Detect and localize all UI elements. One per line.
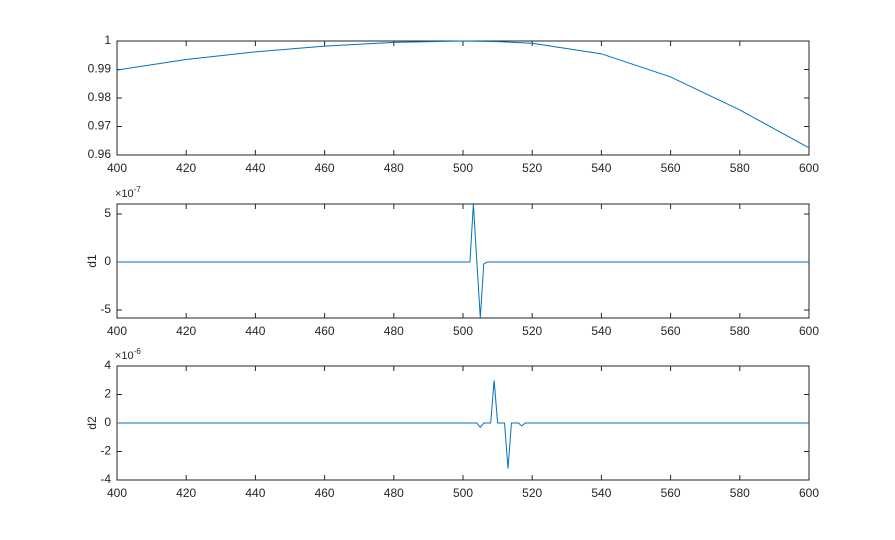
data-line xyxy=(117,380,809,469)
exponent-base: ×10 xyxy=(115,350,134,362)
x-tick-label: 500 xyxy=(453,161,473,175)
x-tick-label: 600 xyxy=(799,486,819,500)
x-tick-label: 440 xyxy=(245,161,265,175)
x-tick-label: 520 xyxy=(522,161,542,175)
x-tick-label: 540 xyxy=(591,486,611,500)
axes-box xyxy=(116,40,810,156)
x-tick-label: 400 xyxy=(107,486,127,500)
x-tick-label: 600 xyxy=(799,161,819,175)
exponent-power: -7 xyxy=(134,185,142,194)
y-tick-label: 2 xyxy=(104,387,111,401)
x-tick-label: 480 xyxy=(384,486,404,500)
x-tick-label: 520 xyxy=(522,324,542,338)
x-tick-label: 560 xyxy=(661,324,681,338)
x-tick-label: 480 xyxy=(384,161,404,175)
x-tick-label: 420 xyxy=(176,161,196,175)
x-tick-label: 420 xyxy=(176,486,196,500)
y-tick-label: 0.98 xyxy=(88,90,112,104)
exponent-base: ×10 xyxy=(115,188,134,200)
y-tick-label: 5 xyxy=(104,206,111,220)
x-tick-label: 600 xyxy=(799,324,819,338)
y-axis-label: d1 xyxy=(85,254,99,268)
x-tick-label: 560 xyxy=(661,486,681,500)
y-exponent: ×10-6 xyxy=(115,347,141,362)
x-tick-label: 480 xyxy=(384,324,404,338)
x-tick-label: 460 xyxy=(315,324,335,338)
x-tick-label: 420 xyxy=(176,324,196,338)
x-tick-label: 580 xyxy=(730,324,750,338)
y-tick-label: 0 xyxy=(104,254,111,268)
x-tick-label: 580 xyxy=(730,161,750,175)
y-axis-label: d2 xyxy=(85,416,99,430)
x-tick-label: 460 xyxy=(315,161,335,175)
x-tick-label: 580 xyxy=(730,486,750,500)
x-tick-label: 400 xyxy=(107,324,127,338)
x-tick-label: 560 xyxy=(661,161,681,175)
y-tick-label: 4 xyxy=(104,358,111,372)
x-tick-label: 540 xyxy=(591,324,611,338)
y-tick-label: 0.99 xyxy=(88,62,112,76)
x-tick-label: 440 xyxy=(245,324,265,338)
x-tick-label: 500 xyxy=(453,324,473,338)
y-exponent: ×10-7 xyxy=(115,185,141,200)
x-tick-label: 400 xyxy=(107,161,127,175)
y-tick-label: 1 xyxy=(104,33,111,47)
y-tick-label: -5 xyxy=(100,302,111,316)
exponent-power: -6 xyxy=(134,347,142,356)
subplot: 400 420 440 460 480 500 520 540 560 580 600 0.96 0.9… xyxy=(88,33,820,175)
data-line xyxy=(117,204,809,318)
y-tick-label: 0.96 xyxy=(88,147,112,161)
y-tick-label: -2 xyxy=(100,444,111,458)
x-tick-label: 500 xyxy=(453,486,473,500)
x-tick-label: 540 xyxy=(591,161,611,175)
y-tick-label: -4 xyxy=(100,472,111,486)
x-tick-label: 460 xyxy=(315,486,335,500)
axes-box xyxy=(116,203,810,319)
x-tick-label: 520 xyxy=(522,486,542,500)
y-tick-label: 0 xyxy=(104,415,111,429)
data-line xyxy=(116,40,810,149)
x-tick-label: 440 xyxy=(245,486,265,500)
subplot: 400 420 440 460 480 500 520 540 560 580 600 -4 -2 0 2 4… xyxy=(85,347,819,500)
y-tick-label: 0.97 xyxy=(88,119,112,133)
subplot: 400 420 440 460 480 500 520 540 560 580 600 -5 0 5 d1 ×… xyxy=(85,185,819,338)
